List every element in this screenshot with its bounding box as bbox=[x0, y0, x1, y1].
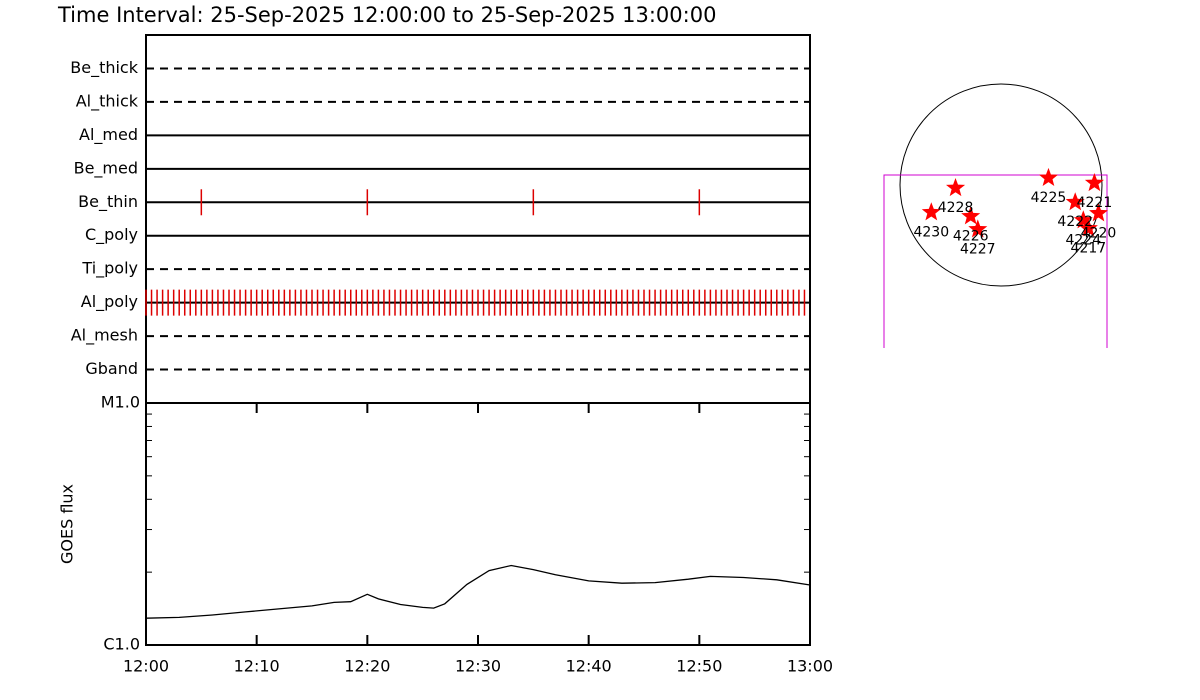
active-region-marker bbox=[1084, 173, 1104, 192]
flux-frame bbox=[145, 402, 811, 646]
x-tick-label: 13:00 bbox=[787, 657, 833, 676]
active-region-label: 4226 bbox=[953, 228, 989, 244]
y-tick-label: C1.0 bbox=[103, 635, 140, 654]
active-region-label: 4220 bbox=[1081, 225, 1117, 241]
x-tick-label: 12:50 bbox=[676, 657, 722, 676]
active-region-label: 4222 bbox=[1057, 214, 1093, 230]
flux-line bbox=[145, 564, 811, 619]
timeline-frame bbox=[145, 34, 811, 404]
active-region-marker bbox=[921, 202, 941, 221]
x-tick-label: 12:40 bbox=[566, 657, 612, 676]
active-region-marker bbox=[1089, 203, 1108, 222]
filter-label: C_poly bbox=[85, 225, 138, 245]
y-axis-label: GOES flux bbox=[58, 484, 77, 564]
active-region-label: 4217 bbox=[1071, 240, 1107, 256]
active-region-marker bbox=[1073, 210, 1093, 229]
field-of-view bbox=[883, 174, 1108, 348]
filter-label: Al_poly bbox=[81, 292, 138, 312]
chart-title: Time Interval: 25-Sep-2025 12:00:00 to 2… bbox=[57, 3, 716, 27]
active-region-marker bbox=[1039, 167, 1058, 186]
active-region-marker bbox=[1065, 192, 1085, 211]
active-region-label: 4227 bbox=[960, 241, 996, 257]
x-tick-label: 12:20 bbox=[344, 657, 390, 676]
filter-label: Gband bbox=[85, 359, 138, 378]
active-region-marker bbox=[968, 219, 988, 238]
active-region-label: 4225 bbox=[1031, 190, 1067, 206]
filter-label: Be_thick bbox=[70, 58, 138, 78]
filter-label: Be_thin bbox=[78, 192, 138, 212]
active-region-label: 4228 bbox=[938, 200, 974, 216]
filter-label: Al_thick bbox=[76, 91, 139, 111]
x-tick-label: 12:30 bbox=[455, 657, 501, 676]
filter-label: Ti_poly bbox=[81, 259, 138, 279]
active-region-marker bbox=[946, 178, 966, 197]
x-tick-label: 12:00 bbox=[123, 657, 169, 676]
solar-limb bbox=[899, 83, 1103, 287]
filter-label: Al_med bbox=[79, 125, 138, 145]
active-region-marker bbox=[1078, 218, 1098, 237]
x-tick-label: 12:10 bbox=[234, 657, 280, 676]
active-region-marker bbox=[961, 206, 981, 225]
active-region-label: 4221 bbox=[1077, 195, 1113, 211]
filter-label: Be_med bbox=[74, 158, 138, 178]
y-tick-label: M1.0 bbox=[101, 393, 140, 412]
active-region-label: 4230 bbox=[913, 224, 949, 240]
active-region-label: 4224 bbox=[1065, 232, 1101, 248]
filter-label: Al_mesh bbox=[71, 326, 138, 346]
